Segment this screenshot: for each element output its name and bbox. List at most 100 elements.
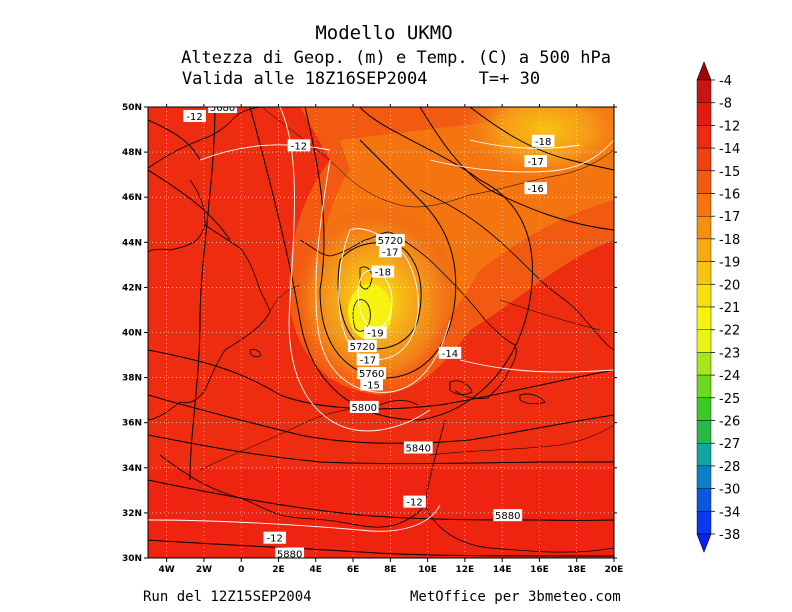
height-label: 5680 xyxy=(208,103,237,114)
colorbar-label: -25 xyxy=(719,392,740,407)
temp-label-box xyxy=(379,245,402,258)
height-label-box xyxy=(493,509,523,522)
temp-label-box xyxy=(371,265,395,278)
colorbar-label: -15 xyxy=(719,165,740,180)
colorbar-swatch xyxy=(696,443,712,467)
height-label-text: 5760 xyxy=(359,369,384,380)
temp-label-text: -17 xyxy=(360,356,376,367)
temp-label-box xyxy=(183,110,206,123)
borders xyxy=(199,107,614,471)
contour-labels: -12 -12 -18 -17 -16 -17 -18 -19 -17 -15 -14 -12 -12 5… xyxy=(183,103,555,560)
temp-label-text: -12 xyxy=(406,498,422,509)
lat-label: 34N xyxy=(122,464,142,474)
temp-label: -16 xyxy=(524,182,548,195)
height-label-box xyxy=(208,107,237,113)
lon-label: 2W xyxy=(196,565,212,575)
height-label-text: 5720 xyxy=(378,236,403,247)
temp-label-text: -18 xyxy=(375,268,391,279)
lat-label: 48N xyxy=(122,148,142,158)
height-label: 5880 xyxy=(275,547,305,560)
temperature-field-south xyxy=(148,470,614,558)
coastlines xyxy=(148,107,614,553)
colorbar-label: -27 xyxy=(719,437,740,452)
colorbar-swatch xyxy=(696,511,712,535)
temp-label: -12 xyxy=(287,139,311,152)
colorbar-label: -21 xyxy=(719,301,740,316)
lon-label: 16E xyxy=(530,565,549,575)
colorbar-label: -16 xyxy=(719,188,740,203)
temp-label: -14 xyxy=(438,346,462,360)
colorbar-swatch xyxy=(696,79,712,103)
temp-label-box xyxy=(356,353,380,366)
colorbar-label: -34 xyxy=(719,505,740,520)
height-label: 5880 xyxy=(493,509,523,522)
temp-label-text: -14 xyxy=(442,349,458,360)
height-label-text: 5840 xyxy=(406,444,431,455)
temp-label: -17 xyxy=(356,353,380,367)
run-info: Run del 12Z15SEP2004 xyxy=(143,589,312,605)
lon-label: 4W xyxy=(159,565,175,575)
chart-title: Modello UKMO xyxy=(315,22,453,44)
height-label: 5800 xyxy=(349,400,379,414)
colorbar-label: -24 xyxy=(719,369,740,384)
temp-label-text: -12 xyxy=(267,534,283,545)
colorbar-swatch xyxy=(696,420,712,444)
lat-label: 40N xyxy=(122,329,142,339)
height-label-text: 5880 xyxy=(277,549,302,560)
chart-subtitle: Altezza di Geop. (m) e Temp. (C) a 500 h… xyxy=(181,48,611,68)
height-label-box xyxy=(357,367,387,380)
axis-labels: 4W 2W 0 2E 4E 6E 8E 10E 12E 14E 16E 18E 20E 50N 48N 46N… xyxy=(122,103,623,575)
lat-label: 36N xyxy=(122,419,142,429)
temp-label: -17 xyxy=(379,245,402,258)
temp-label-box xyxy=(531,134,555,147)
valid-time: Valida alle 18Z16SEP2004 T=+ 30 xyxy=(181,69,541,89)
colorbar: -4 -8 -12 -14 -15 -16 -17 -18 -19 -20 -21 -22 -23 -24… xyxy=(696,61,740,553)
colorbar-swatch xyxy=(696,147,712,172)
lat-label: 38N xyxy=(122,374,142,384)
height-label: 5840 xyxy=(403,441,433,455)
colorbar-swatch xyxy=(696,397,712,421)
lon-label: 20E xyxy=(605,565,624,575)
lat-label: 32N xyxy=(122,509,142,519)
lon-label: 14E xyxy=(493,565,512,575)
temp-label: -12 xyxy=(403,495,426,509)
temp-label-text: -18 xyxy=(535,137,551,148)
colorbar-label: -14 xyxy=(719,142,740,157)
lon-label: 4E xyxy=(310,565,322,575)
lon-label: 0 xyxy=(238,565,244,575)
colorbar-label: -12 xyxy=(719,119,740,134)
lon-label: 18E xyxy=(567,565,586,575)
colorbar-swatch xyxy=(696,238,712,262)
height-label-text: 5880 xyxy=(495,511,520,522)
temp-label-text: -19 xyxy=(367,329,383,340)
colorbar-swatch xyxy=(696,102,712,126)
temp-label-box xyxy=(403,495,426,508)
height-label: 5760 xyxy=(357,367,387,380)
temp-label: -12 xyxy=(183,110,206,123)
height-label: 5720 xyxy=(375,234,405,247)
temp-label-text: -12 xyxy=(186,112,202,123)
colorbar-label: -22 xyxy=(719,324,740,339)
colorbar-label: -23 xyxy=(719,346,740,361)
colorbar-label: -26 xyxy=(719,415,740,430)
temp-label: -17 xyxy=(524,155,548,168)
colorbar-top-arrow xyxy=(696,61,712,81)
height-label-box xyxy=(349,400,379,413)
temp-label-text: -15 xyxy=(364,380,380,391)
colorbar-swatch xyxy=(696,170,712,194)
colorbar-swatch xyxy=(696,261,712,285)
height-label-text: 5680 xyxy=(210,103,235,114)
map-area: -12 -12 -18 -17 -16 -17 -18 -19 -17 -15 -14 -12 -12 5… xyxy=(148,103,614,560)
lat-label: 42N xyxy=(122,283,142,293)
colorbar-label: -18 xyxy=(719,233,740,248)
height-label-box xyxy=(347,340,377,353)
temp-label: -12 xyxy=(263,531,287,545)
height-label: 5720 xyxy=(347,340,377,353)
temp-label-box xyxy=(287,139,311,152)
colorbar-swatch xyxy=(696,488,712,512)
temp-label: -19 xyxy=(364,326,387,340)
lon-label: 2E xyxy=(272,565,284,575)
colorbar-label: -8 xyxy=(719,97,732,112)
lon-label: 6E xyxy=(347,565,359,575)
